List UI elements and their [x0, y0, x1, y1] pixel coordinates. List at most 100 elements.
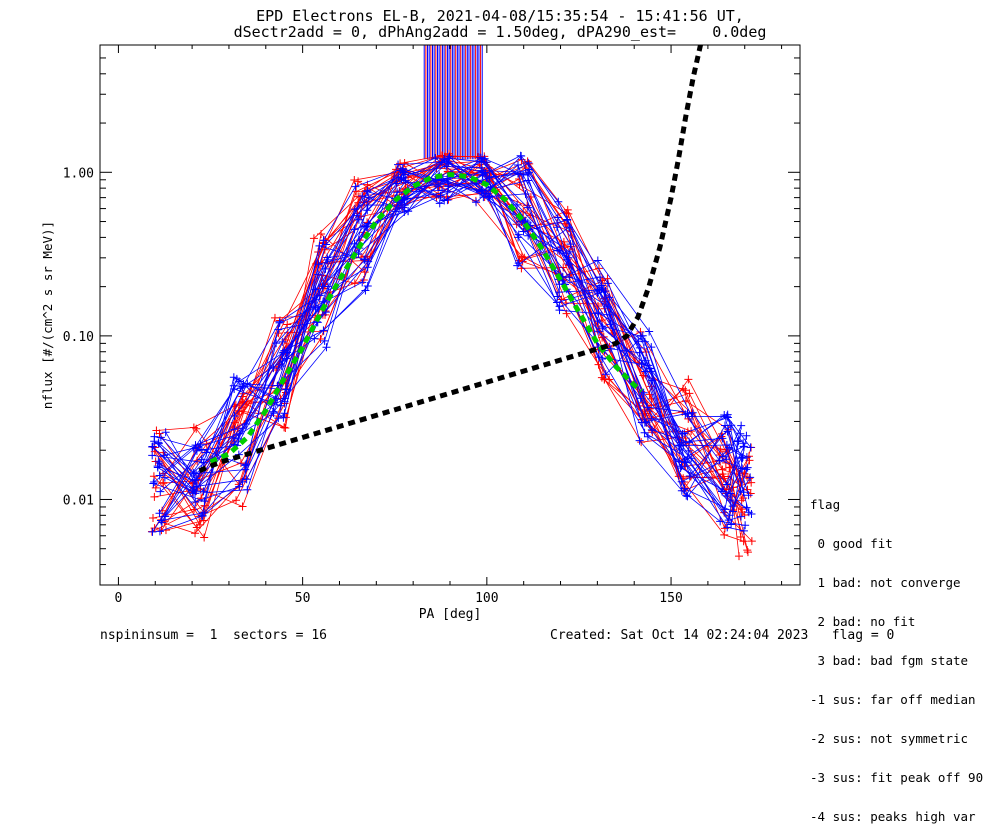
blue-series-point	[199, 487, 208, 496]
blue-series-point	[513, 169, 522, 178]
blue-series-point	[563, 215, 572, 224]
blue-series-point	[242, 475, 251, 484]
red-series-point	[526, 192, 535, 201]
blue-series-point	[230, 425, 239, 434]
red-series-line	[152, 161, 743, 513]
chart-title-line1: EPD Electrons EL-B, 2021-04-08/15:35:54 …	[256, 7, 744, 25]
blue-series-point	[396, 166, 405, 175]
blue-series-point	[155, 459, 164, 468]
blue-series-point	[319, 236, 328, 245]
red-series-point	[152, 426, 161, 435]
blue-series-point	[553, 223, 562, 232]
blue-series-point	[722, 491, 731, 500]
x-tick-label: 0	[115, 591, 123, 606]
blue-series-point	[444, 182, 453, 191]
red-series-point	[352, 187, 361, 196]
blue-series-point	[641, 356, 650, 365]
legend-item: -2 sus: not symmetric	[810, 731, 969, 746]
red-series-line	[155, 170, 743, 501]
red-series-line	[164, 171, 741, 522]
blue-series-point	[352, 211, 361, 220]
blue-series-point	[150, 437, 159, 446]
blue-series-point	[640, 428, 649, 437]
blue-series-point	[514, 233, 523, 242]
legend-title: flag	[810, 497, 841, 512]
blue-series-point	[647, 414, 656, 423]
red-series-point	[396, 159, 405, 168]
blue-series-point	[232, 374, 241, 383]
blue-series-point	[678, 429, 687, 438]
blue-series-point	[478, 170, 487, 179]
blue-series-point	[741, 521, 750, 530]
red-series-point	[740, 511, 749, 520]
blue-series-point	[278, 337, 287, 346]
red-series-point	[232, 496, 241, 505]
blue-series-point	[683, 409, 692, 418]
blue-series-point	[156, 433, 165, 442]
blue-series-line	[164, 170, 749, 496]
red-series-point	[200, 533, 209, 542]
blue-series-point	[472, 198, 481, 207]
blue-series-point	[597, 281, 606, 290]
blue-series-point	[443, 179, 452, 188]
red-series-line	[154, 160, 744, 542]
blue-series-point	[189, 489, 198, 498]
blue-series-point	[720, 411, 729, 420]
blue-series-point	[193, 442, 202, 451]
red-series-point	[350, 176, 359, 185]
blue-series-point	[747, 510, 756, 519]
blue-series-point	[521, 189, 530, 198]
blue-series-point	[445, 152, 454, 161]
x-tick-label: 100	[475, 591, 498, 606]
blue-series-point	[562, 249, 571, 258]
blue-series-point	[637, 418, 646, 427]
blue-series-point	[595, 273, 604, 282]
blue-series-point	[160, 451, 169, 460]
blue-series-point	[516, 151, 525, 160]
blue-series-point	[738, 464, 747, 473]
red-series-point	[191, 529, 200, 538]
blue-series-point	[739, 442, 748, 451]
blue-series-point	[154, 439, 163, 448]
red-series-point	[735, 552, 744, 561]
blue-series-point	[160, 473, 169, 482]
red-series-point	[199, 516, 208, 525]
blue-series-point	[514, 160, 523, 169]
blue-series-line	[152, 158, 748, 513]
blue-series-line	[164, 155, 746, 526]
blue-series-point	[148, 451, 157, 460]
red-series-point	[517, 252, 526, 261]
blue-series-point	[553, 213, 562, 222]
blue-series-point	[680, 457, 689, 466]
blue-series-point	[148, 442, 157, 451]
blue-series-point	[199, 458, 208, 467]
blue-series-point	[638, 331, 647, 340]
legend-item: -3 sus: fit peak off 90	[810, 770, 984, 785]
blue-series-point	[603, 279, 612, 288]
red-series-point	[737, 496, 746, 505]
blue-series-point	[358, 191, 367, 200]
blue-series-point	[314, 270, 323, 279]
blue-series-point	[200, 497, 209, 506]
red-series-point	[559, 263, 568, 272]
red-series-line	[154, 155, 752, 517]
blue-series-point	[443, 157, 452, 166]
red-series-line	[161, 164, 751, 534]
blue-series-point	[275, 318, 284, 327]
blue-series-line	[164, 157, 742, 517]
blue-series-point	[744, 491, 753, 500]
blue-series-point	[738, 452, 747, 461]
blue-series-point	[739, 488, 748, 497]
blue-series-line	[151, 164, 743, 497]
blue-series-point	[236, 384, 245, 393]
blue-series-point	[156, 487, 165, 496]
blue-series-point	[601, 370, 610, 379]
blue-series-line	[160, 156, 751, 475]
blue-series-point	[235, 482, 244, 491]
blue-series-point	[594, 353, 603, 362]
blue-series-point	[593, 285, 602, 294]
legend-item: -4 sus: peaks high var	[810, 809, 976, 824]
blue-series-point	[243, 485, 252, 494]
blue-series-point	[354, 215, 363, 224]
red-series-point	[239, 398, 248, 407]
